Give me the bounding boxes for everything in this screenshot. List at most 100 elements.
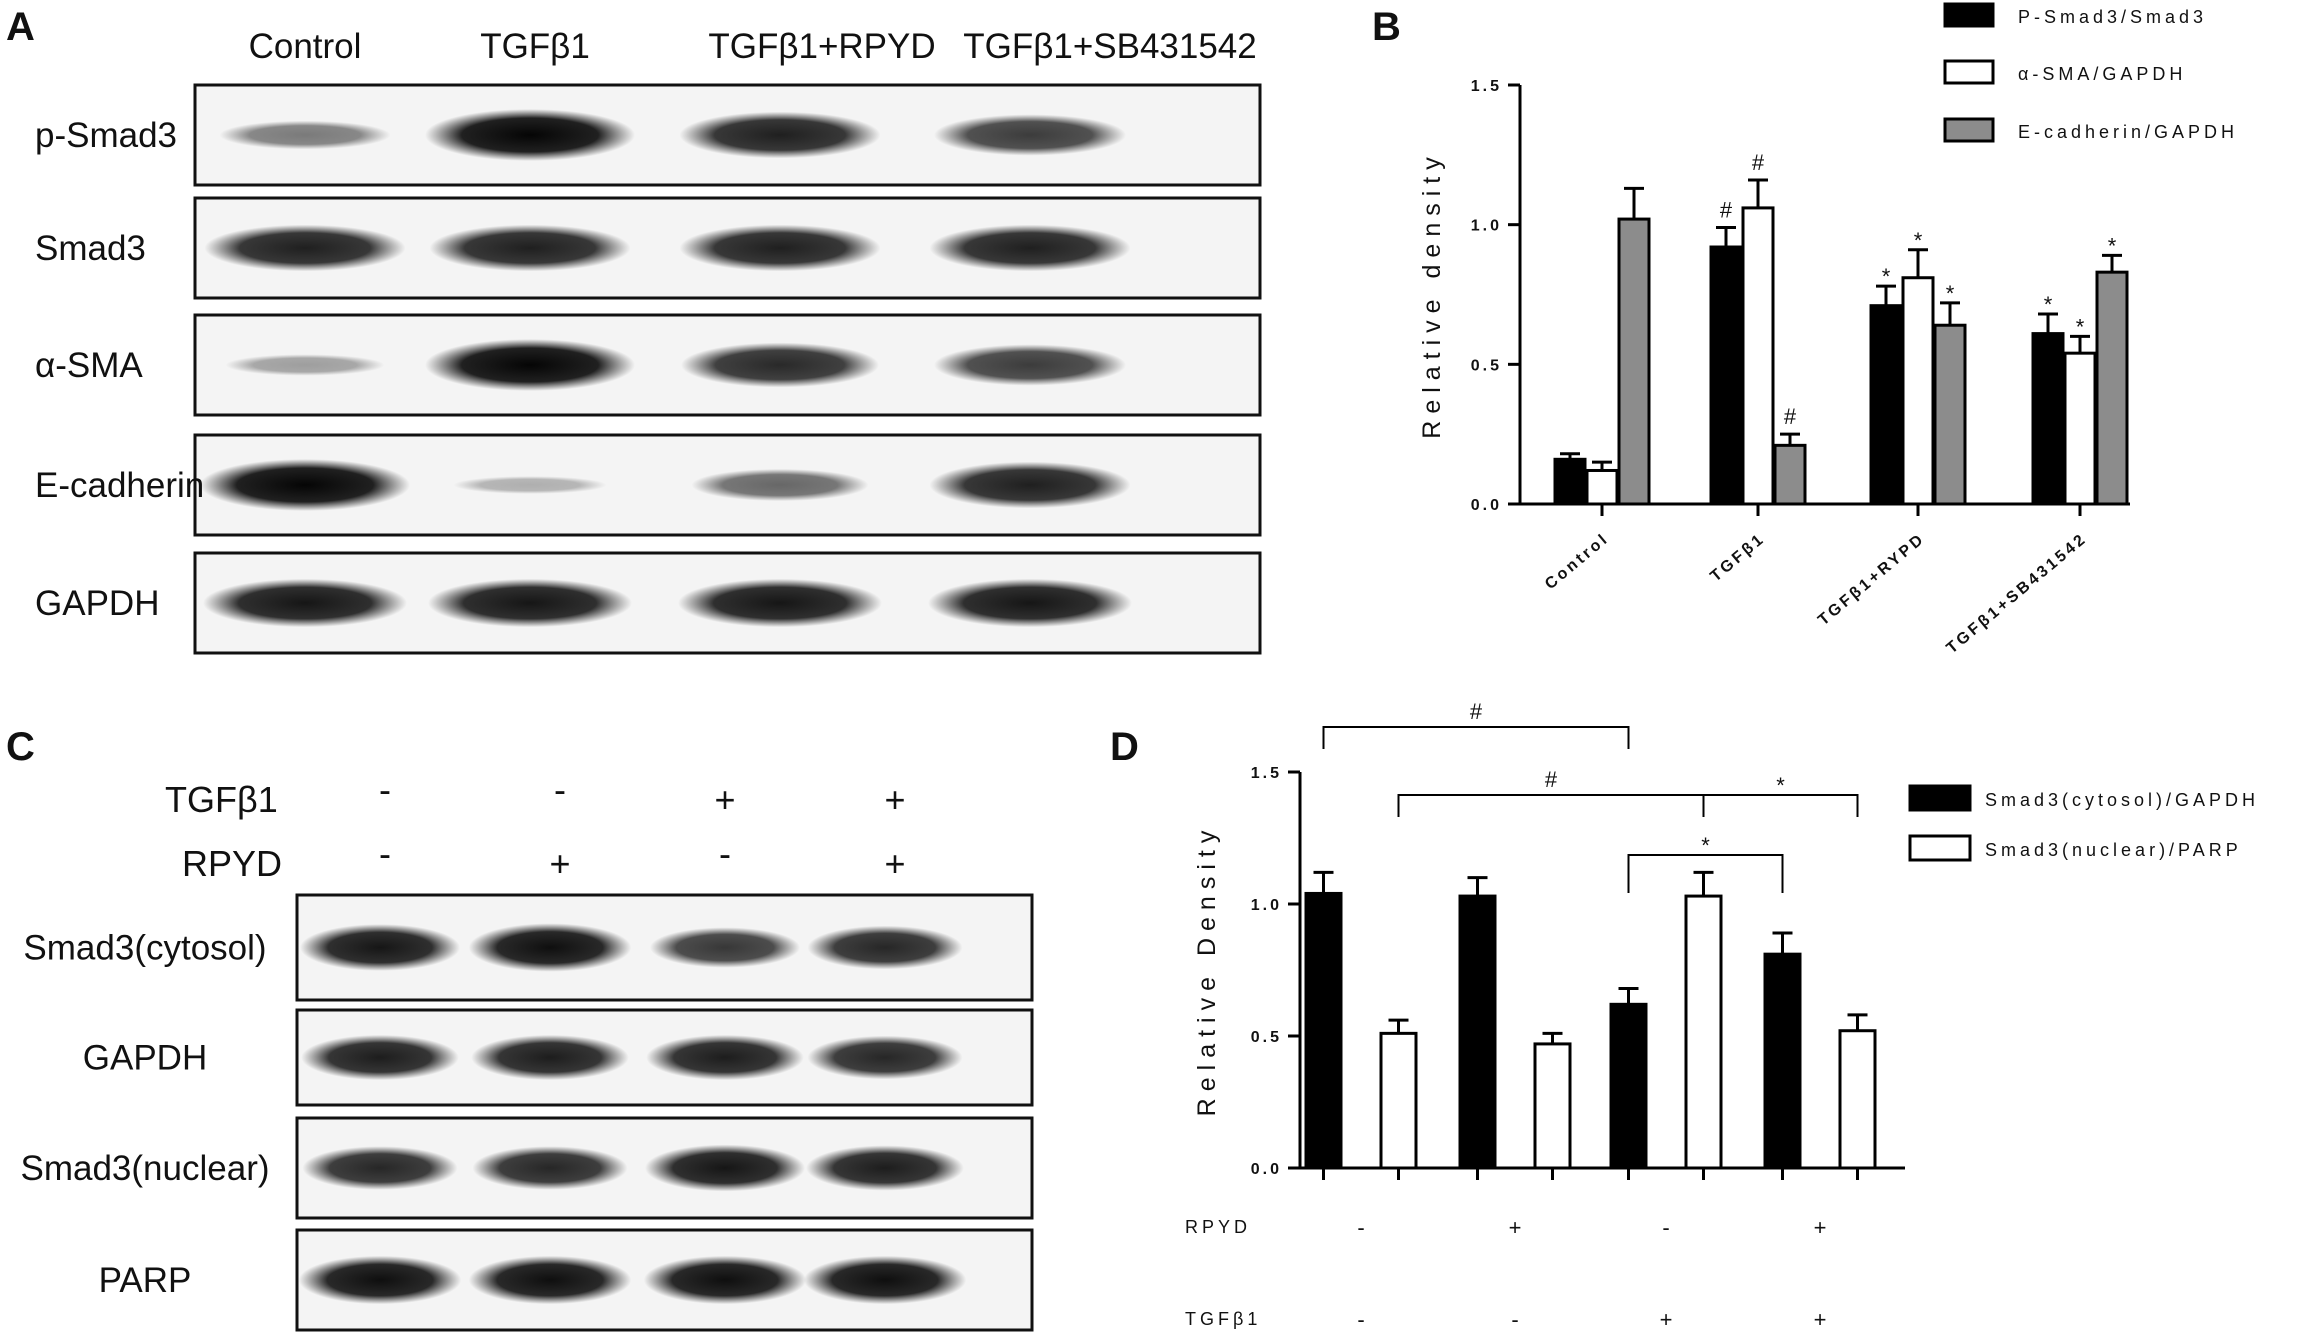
y-axis-label: Relative density <box>1418 150 1446 438</box>
blot-row-label: Smad3 <box>35 229 146 268</box>
blot-band <box>646 1034 804 1081</box>
blot-column-label: TGFβ1+RPYD <box>708 27 935 66</box>
panel-d-chart: 0.0 0.5 1.0 1.5 Relative Density RPYD - + - + TGFβ… <box>1185 699 2259 1332</box>
chart-bar <box>1838 1029 1877 1170</box>
blot-band <box>643 1255 807 1305</box>
blot-band <box>679 224 881 272</box>
significance-bracket <box>1627 854 1784 893</box>
legend-label: Smad3(nuclear)/PARP <box>1985 840 2242 860</box>
chart-bar <box>1901 276 1935 506</box>
significance-mark: # <box>1720 197 1733 222</box>
blot-band <box>803 1255 967 1305</box>
legend-label: E-cadherin/GAPDH <box>2018 122 2238 142</box>
blot-band <box>807 1035 963 1080</box>
significance-bracket <box>1397 794 1705 817</box>
significance-mark: # <box>1752 150 1765 175</box>
blot-band <box>203 578 407 628</box>
blot-band <box>428 578 632 628</box>
legend-swatch <box>1943 117 1995 143</box>
chart-bar <box>1553 457 1587 506</box>
significance-mark: * <box>1882 264 1891 289</box>
significance-mark: * <box>1914 228 1923 253</box>
chart-bar <box>1741 206 1775 506</box>
panel-c-letter: C <box>6 725 35 769</box>
panel-a-letter: A <box>6 5 35 49</box>
significance-mark: * <box>2108 233 2117 258</box>
legend-swatch <box>1943 59 1995 85</box>
blot-band <box>645 1144 805 1192</box>
panel-d-letter: D <box>1110 725 1139 769</box>
y-tick-label: 1.5 <box>1471 78 1502 95</box>
y-tick-label: 0.5 <box>1471 357 1502 374</box>
treatment-sign: + <box>884 779 905 820</box>
legend-swatch <box>1908 834 1972 862</box>
chart-bar <box>2063 351 2097 506</box>
condition-sign: + <box>1660 1307 1673 1332</box>
significance-label: # <box>1545 767 1558 792</box>
treatment-sign: - <box>719 833 731 874</box>
condition-sign: + <box>1814 1307 1827 1332</box>
blot-band <box>298 1255 462 1305</box>
significance-label: # <box>1470 699 1483 724</box>
x-category-label: TGFβ1+RYPD <box>1815 530 1928 629</box>
chart-bar <box>1617 217 1651 506</box>
chart-bar <box>1684 894 1723 1170</box>
significance-bracket <box>1702 794 1859 817</box>
blot-band <box>928 578 1132 628</box>
treatment-sign: - <box>379 769 391 810</box>
blot-column-label: Control <box>249 27 362 66</box>
treatment-label: RPYD <box>182 843 282 884</box>
blot-band <box>929 461 1131 509</box>
condition-sign: + <box>1814 1215 1827 1240</box>
x-category-label: TGFβ1+SB431542 <box>1944 530 2091 657</box>
blot-band <box>425 339 635 391</box>
blot-band <box>934 344 1126 386</box>
chart-bar <box>1773 443 1807 506</box>
blot-column-label: TGFβ1 <box>480 27 590 66</box>
blot-row-label: Smad3(nuclear) <box>21 1149 270 1188</box>
blot-band <box>929 224 1131 272</box>
condition-sign: - <box>1511 1307 1518 1332</box>
blot-row-label: α-SMA <box>35 346 143 385</box>
significance-mark: * <box>2044 292 2053 317</box>
blot-band <box>691 468 869 502</box>
blot-band <box>471 1034 629 1081</box>
chart-bar <box>2031 332 2065 506</box>
panel-c: C TGFβ1 - - + + RPYD - + - + Smad3(cytosol) GAPDH Sm… <box>6 725 1034 1332</box>
y-tick-label: 1.0 <box>1471 218 1502 235</box>
panel-b-chart: 0.0 0.5 1.0 1.5 Relative density # # # * * * * * * Con… <box>1418 2 2238 657</box>
blot-row-label: GAPDH <box>35 584 159 623</box>
y-tick-label: 1.5 <box>1251 765 1282 782</box>
blot-band <box>472 1146 628 1190</box>
blot-band <box>302 1146 458 1190</box>
blot-band <box>681 342 879 388</box>
chart-bar <box>1458 894 1497 1170</box>
significance-bracket <box>1322 726 1630 749</box>
blot-band <box>678 578 882 628</box>
chart-bar <box>1304 891 1343 1170</box>
y-axis-label: Relative Density <box>1193 824 1221 1117</box>
legend-label: P-Smad3/Smad3 <box>2018 7 2207 27</box>
blot-band <box>425 109 635 161</box>
treatment-sign: - <box>379 833 391 874</box>
condition-sign: - <box>1662 1215 1669 1240</box>
blot-band <box>679 111 881 159</box>
panel-a-blots: Control TGFβ1 TGFβ1+RPYD TGFβ1+SB431542 p-Sm… <box>35 27 1262 655</box>
treatment-sign: + <box>714 779 735 820</box>
blot-band <box>204 224 406 272</box>
condition-sign: - <box>1357 1215 1364 1240</box>
blot-band <box>468 923 632 972</box>
condition-sign: + <box>1509 1215 1522 1240</box>
y-tick-label: 0.0 <box>1471 497 1502 514</box>
blot-row-label: E-cadherin <box>35 466 204 505</box>
y-tick-label: 0.0 <box>1251 1161 1282 1178</box>
blot-band <box>429 224 631 272</box>
panel-c-blots: TGFβ1 - - + + RPYD - + - + Smad3(cytosol) GAPDH Smad… <box>21 769 1034 1332</box>
condition-label: RPYD <box>1185 1217 1251 1237</box>
chart-bar <box>1709 245 1743 506</box>
treatment-sign: - <box>554 769 566 810</box>
significance-mark: * <box>2076 314 2085 339</box>
legend-label: Smad3(cytosol)/GAPDH <box>1985 790 2259 810</box>
chart-bar <box>1379 1031 1418 1170</box>
